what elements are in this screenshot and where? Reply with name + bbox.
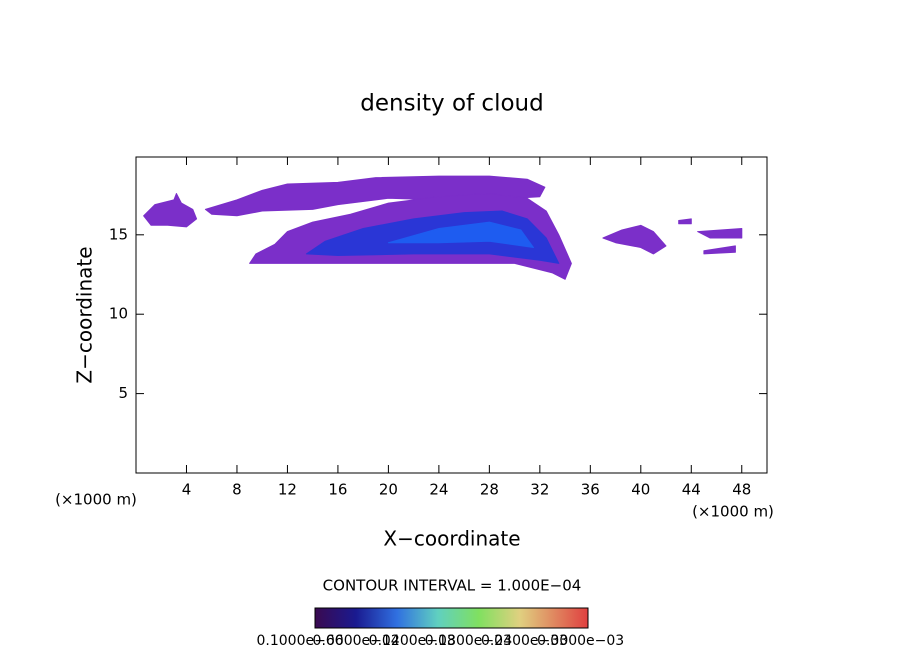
x-tick-label: 40	[631, 481, 650, 499]
contour-region	[678, 218, 692, 225]
contour-region	[143, 193, 198, 228]
x-tick-label: 12	[278, 481, 297, 499]
contour-region	[703, 245, 736, 255]
y-tick-label: 10	[109, 305, 128, 323]
x-axis-label: X−coordinate	[383, 527, 520, 551]
contour-region	[204, 175, 546, 217]
x-unit: (×1000 m)	[692, 503, 774, 521]
y-tick-label: 15	[109, 225, 128, 243]
plot-frame	[135, 156, 768, 474]
y-tick-label: 5	[118, 384, 128, 402]
y-axis-label: Z−coordinate	[73, 246, 97, 383]
x-tick-label: 16	[328, 481, 347, 499]
colorbar-label: 0.2400e−03	[481, 633, 568, 649]
contour-region	[697, 228, 743, 239]
colorbar-label: 0.1000e−06	[257, 633, 344, 649]
x-unit: (×1000 m)	[55, 491, 137, 509]
x-tick-label: 32	[530, 481, 549, 499]
x-tick-label: 20	[379, 481, 398, 499]
colorbar-label: 0.3000e−03	[537, 633, 624, 649]
x-tick-label: 36	[581, 481, 600, 499]
colorbar-label: 0.1800e−03	[425, 633, 512, 649]
contour-region	[387, 221, 534, 248]
x-tick-label: 28	[480, 481, 499, 499]
x-tick-label: 48	[732, 481, 751, 499]
contour-interval: CONTOUR INTERVAL = 1.000E−04	[323, 577, 582, 595]
x-tick-label: 4	[182, 481, 192, 499]
contour-region	[602, 224, 667, 255]
x-tick-label: 44	[682, 481, 701, 499]
x-tick-label: 24	[429, 481, 448, 499]
chart-title: density of cloud	[360, 91, 543, 117]
colorbar-label: 0.1200e−03	[369, 633, 456, 649]
colorbar-label: 0.6000e−04	[313, 633, 400, 649]
colorbar	[314, 607, 589, 629]
x-tick-label: 8	[232, 481, 242, 499]
contours	[143, 175, 743, 280]
